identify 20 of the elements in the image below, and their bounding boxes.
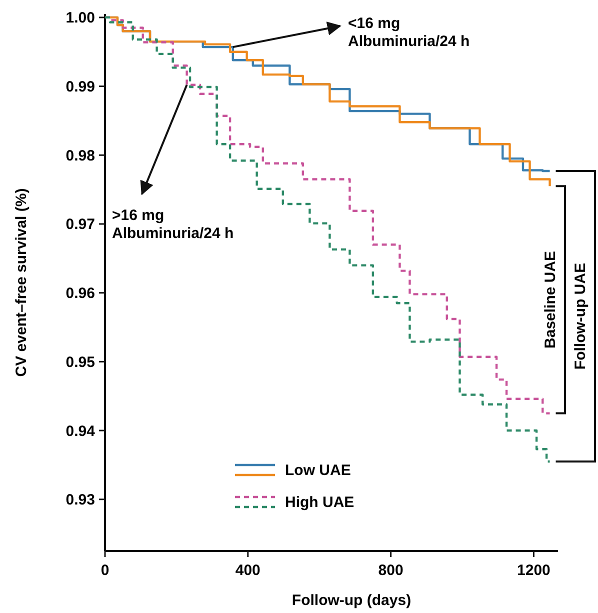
text: Follow-up UAE [572,262,589,370]
y-tick-label: 0.93 [66,492,95,509]
y-tick-label: 0.97 [66,216,95,234]
y-axis-title: CV event–free survival (%) [13,188,30,377]
annotation: Baseline UAE [542,250,559,348]
annotation: >16 mg Albuminuria/24 h [112,207,234,242]
x-tick-label: 800 [378,562,404,579]
x-tick-label: 1200 [517,562,550,579]
y-tick-label: 1.00 [66,10,95,27]
legend-label: Low UAE [285,462,351,479]
y-tick-label: 0.99 [66,78,95,96]
annotation: <16 mg Albuminuria/24 h [348,15,470,50]
y-tick-label: 0.98 [66,147,95,164]
y-tick-label: 0.96 [66,285,95,302]
y-tick-label: 0.94 [66,422,96,440]
y-tick-label: 0.95 [66,354,95,371]
x-tick-label: 0 [100,562,110,579]
x-tick-label: 400 [235,562,260,579]
x-axis-title: Follow-up (days) [292,592,412,609]
legend-label: High UAE [285,494,354,511]
